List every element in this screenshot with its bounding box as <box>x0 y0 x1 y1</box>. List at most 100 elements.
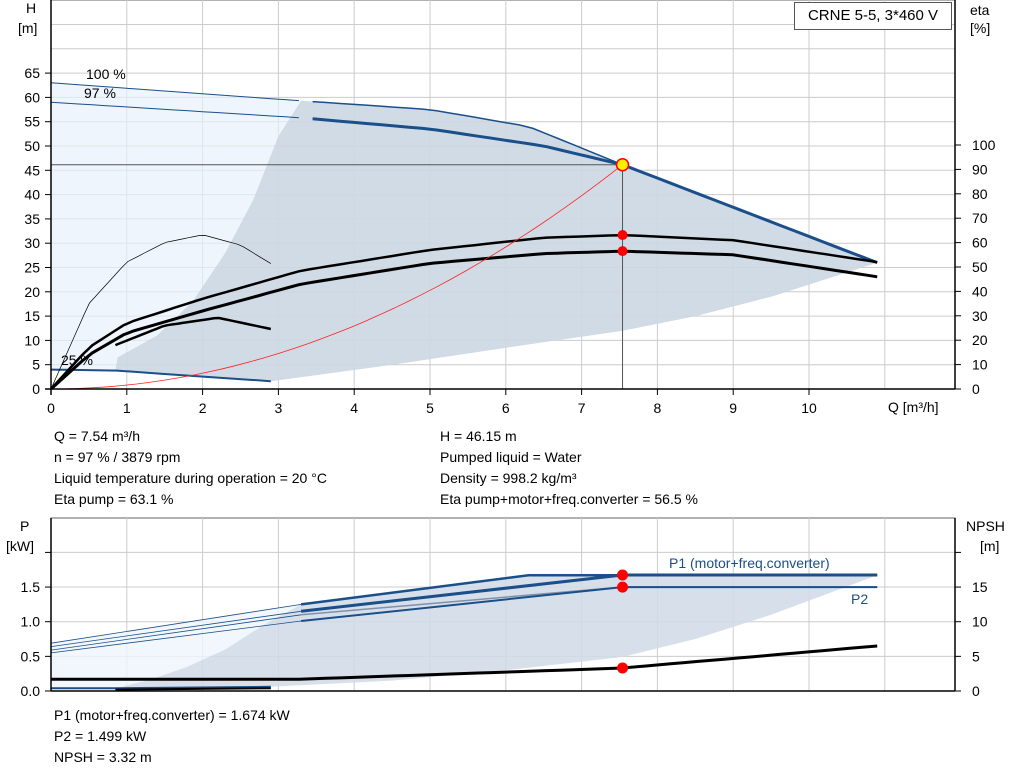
h-tick-label: 10 <box>24 332 40 348</box>
p1-dot <box>617 569 629 581</box>
p1-max-curve-thin <box>50 604 302 644</box>
p2-max-curve-thin <box>50 614 302 651</box>
h-tick-label: 25 <box>24 260 40 276</box>
h-curve-100-thin <box>50 82 299 102</box>
info-eta-pump: Eta pump = 63.1 % <box>54 491 174 507</box>
x-tick-label: 4 <box>350 400 358 416</box>
p1-series-label: P1 (motor+freq.converter) <box>669 555 830 571</box>
gray-power-area <box>115 575 878 689</box>
gray-operating-area-overlay <box>115 100 878 382</box>
info-p2: P2 = 1.499 kW <box>54 728 147 744</box>
eta-total-curve-min <box>114 316 272 347</box>
eta-tick-label: 50 <box>972 259 988 275</box>
eta-tick-label: 80 <box>972 186 988 202</box>
p2-dot <box>617 581 629 593</box>
eta-tick-label: 90 <box>972 161 988 177</box>
eta-tick-label: 20 <box>972 332 988 348</box>
eta-total-dot <box>617 246 628 257</box>
npsh-dot <box>617 662 629 674</box>
npsh-axis-label: NPSH <box>966 518 1005 534</box>
x-tick-label: 8 <box>654 400 662 416</box>
eta-axis-unit: [%] <box>970 20 991 36</box>
h-tick-label: 35 <box>24 211 40 227</box>
npsh-min-curve <box>115 687 271 691</box>
h-curve-25 <box>50 368 271 383</box>
p-tick-label: 1.5 <box>21 579 41 595</box>
info-q: Q = 7.54 m³/h <box>54 428 140 444</box>
p2-97-curve-thin <box>50 620 302 654</box>
h-tick-label: 5 <box>32 357 40 373</box>
h-tick-label: 0 <box>32 381 40 397</box>
pump-title-box: CRNE 5-5, 3*460 V <box>794 2 952 30</box>
eta-tick-label: 70 <box>972 210 988 226</box>
h-tick-label: 55 <box>24 114 40 130</box>
info-left: Q = 7.54 m³/h n = 97 % / 3879 rpm Liquid… <box>54 426 327 510</box>
eta-tick-label: 40 <box>972 283 988 299</box>
system-curve <box>50 164 623 390</box>
info-eta-total: Eta pump+motor+freq.converter = 56.5 % <box>440 491 698 507</box>
info-p1: P1 (motor+freq.converter) = 1.674 kW <box>54 707 290 723</box>
x-tick-label: 1 <box>123 400 131 416</box>
h-tick-label: 60 <box>24 89 40 105</box>
npsh-curve <box>51 644 878 681</box>
p1-97-curve-thin <box>50 610 302 647</box>
info-speed: n = 97 % / 3879 rpm <box>54 449 181 465</box>
p-tick-label: 0.5 <box>21 648 41 664</box>
npsh-tick-label: 0 <box>972 683 980 699</box>
npsh-axis-unit: [m] <box>980 538 1000 554</box>
x-tick-label: 6 <box>502 400 510 416</box>
q-axis-label: Q [m³/h] <box>888 399 939 415</box>
info-npsh: NPSH = 3.32 m <box>54 749 152 765</box>
speed-label-97: 97 % <box>84 85 116 101</box>
x-tick-label: 7 <box>578 400 586 416</box>
info-density: Density = 998.2 kg/m³ <box>440 470 577 486</box>
info-right: H = 46.15 m Pumped liquid = Water Densit… <box>440 426 698 510</box>
x-tick-label: 0 <box>47 400 55 416</box>
eta-tick-label: 0 <box>972 381 980 397</box>
eta-tick-label: 10 <box>972 357 988 373</box>
eta-pump-dot <box>617 230 628 241</box>
info-h: H = 46.15 m <box>440 428 517 444</box>
npsh-tick-label: 10 <box>972 614 988 630</box>
info-temp: Liquid temperature during operation = 20… <box>54 470 327 486</box>
info-power: P1 (motor+freq.converter) = 1.674 kW P2 … <box>54 705 290 768</box>
eta-tick-label: 30 <box>972 308 988 324</box>
p-tick-label: 1.0 <box>21 614 41 630</box>
x-tick-label: 10 <box>801 400 817 416</box>
npsh-tick-label: 5 <box>972 648 980 664</box>
h-axis-unit: [m] <box>18 20 38 36</box>
h-tick-label: 40 <box>24 187 40 203</box>
p-tick-label: 0.0 <box>21 683 41 699</box>
eta-total-curve <box>49 249 878 391</box>
p-min-curve <box>51 685 271 690</box>
x-tick-label: 9 <box>729 400 737 416</box>
h-tick-label: 65 <box>24 65 40 81</box>
eta-axis-label: eta <box>970 2 990 18</box>
h-tick-label: 45 <box>24 162 40 178</box>
light-operating-area-overlay <box>51 82 302 371</box>
eta-tick-label: 100 <box>972 137 996 153</box>
eta-pump-curve-min <box>50 235 271 390</box>
h-tick-label: 20 <box>24 284 40 300</box>
h-curve-97 <box>312 117 878 265</box>
speed-label-25: 25 % <box>61 352 93 368</box>
duty-point <box>615 157 630 172</box>
npsh-tick-label: 15 <box>972 579 988 595</box>
eta-pump-curve <box>50 233 878 390</box>
info-liquid: Pumped liquid = Water <box>440 449 582 465</box>
x-tick-label: 5 <box>426 400 434 416</box>
h-tick-label: 15 <box>24 308 40 324</box>
x-tick-label: 2 <box>199 400 207 416</box>
x-tick-label: 3 <box>275 400 283 416</box>
h-axis-label: H <box>26 0 37 16</box>
h-tick-label: 30 <box>24 235 40 251</box>
eta-tick-label: 60 <box>972 235 988 251</box>
p2-series-label: P2 <box>851 591 869 607</box>
h-curve-97-thin <box>50 101 299 119</box>
h-tick-label: 50 <box>24 138 40 154</box>
light-power-area <box>51 604 302 689</box>
p-axis-label: P <box>20 518 30 534</box>
p-axis-unit: [kW] <box>6 538 34 554</box>
speed-label-100: 100 % <box>86 66 126 82</box>
